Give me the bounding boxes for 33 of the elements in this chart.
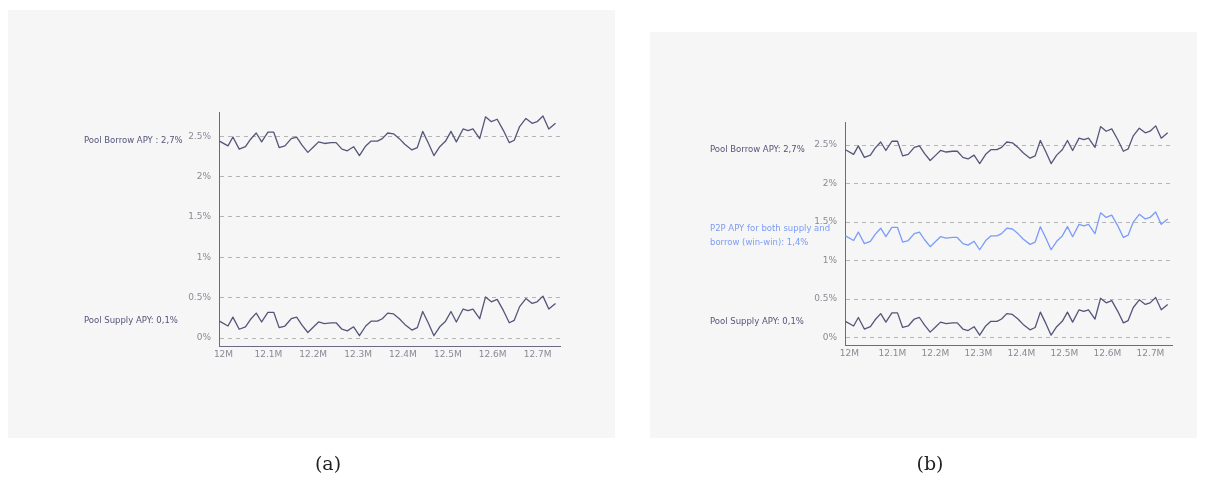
y-tick-label: 0%: [196, 332, 212, 343]
x-tick-label: 12.5M: [433, 348, 462, 359]
y-tick-label: 1%: [196, 251, 212, 262]
x-tick-label: 12.2M: [299, 348, 328, 359]
x-tick-label: 12M: [839, 347, 859, 358]
text: Pool Borrow APY: 2,7%: [710, 143, 805, 154]
x-tick-label: 12.3M: [964, 347, 993, 358]
y-tick-label: 0.5%: [188, 292, 212, 303]
y-tick-label: 1%: [822, 254, 838, 265]
x-tick-label: 12.1M: [878, 347, 907, 358]
x-tick-label: 12.3M: [344, 348, 372, 359]
x-tick-label: 12.1M: [254, 348, 283, 359]
y-tick-label: 1.5%: [188, 211, 212, 222]
y-tick-label: 0%: [822, 331, 838, 342]
x-tick-label: 12.6M: [1093, 347, 1122, 358]
x-tick-label: 12.7M: [1136, 347, 1165, 358]
text: (b): [915, 452, 945, 474]
y-tick-label: 2%: [196, 170, 212, 181]
text: Pool Supply APY: 0,1%: [710, 315, 804, 326]
y-tick-label: 0.5%: [814, 293, 838, 304]
y-tick-label: 2%: [822, 177, 838, 188]
text: (a): [313, 452, 343, 474]
x-tick-label: 12.7M: [523, 348, 552, 359]
y-tick-label: 2.5%: [188, 130, 212, 141]
x-tick-label: 12M: [213, 348, 234, 359]
y-tick-label: 2.5%: [814, 139, 838, 150]
x-tick-label: 12.5M: [1050, 347, 1079, 358]
text: Pool Borrow APY : 2,7%: [84, 135, 183, 146]
text: Pool Supply APY: 0,1%: [84, 315, 178, 326]
x-tick-label: 12.4M: [1007, 347, 1036, 358]
x-tick-label: 12.6M: [478, 348, 507, 359]
x-tick-label: 12.2M: [921, 347, 950, 358]
x-tick-label: 12.4M: [389, 348, 417, 359]
